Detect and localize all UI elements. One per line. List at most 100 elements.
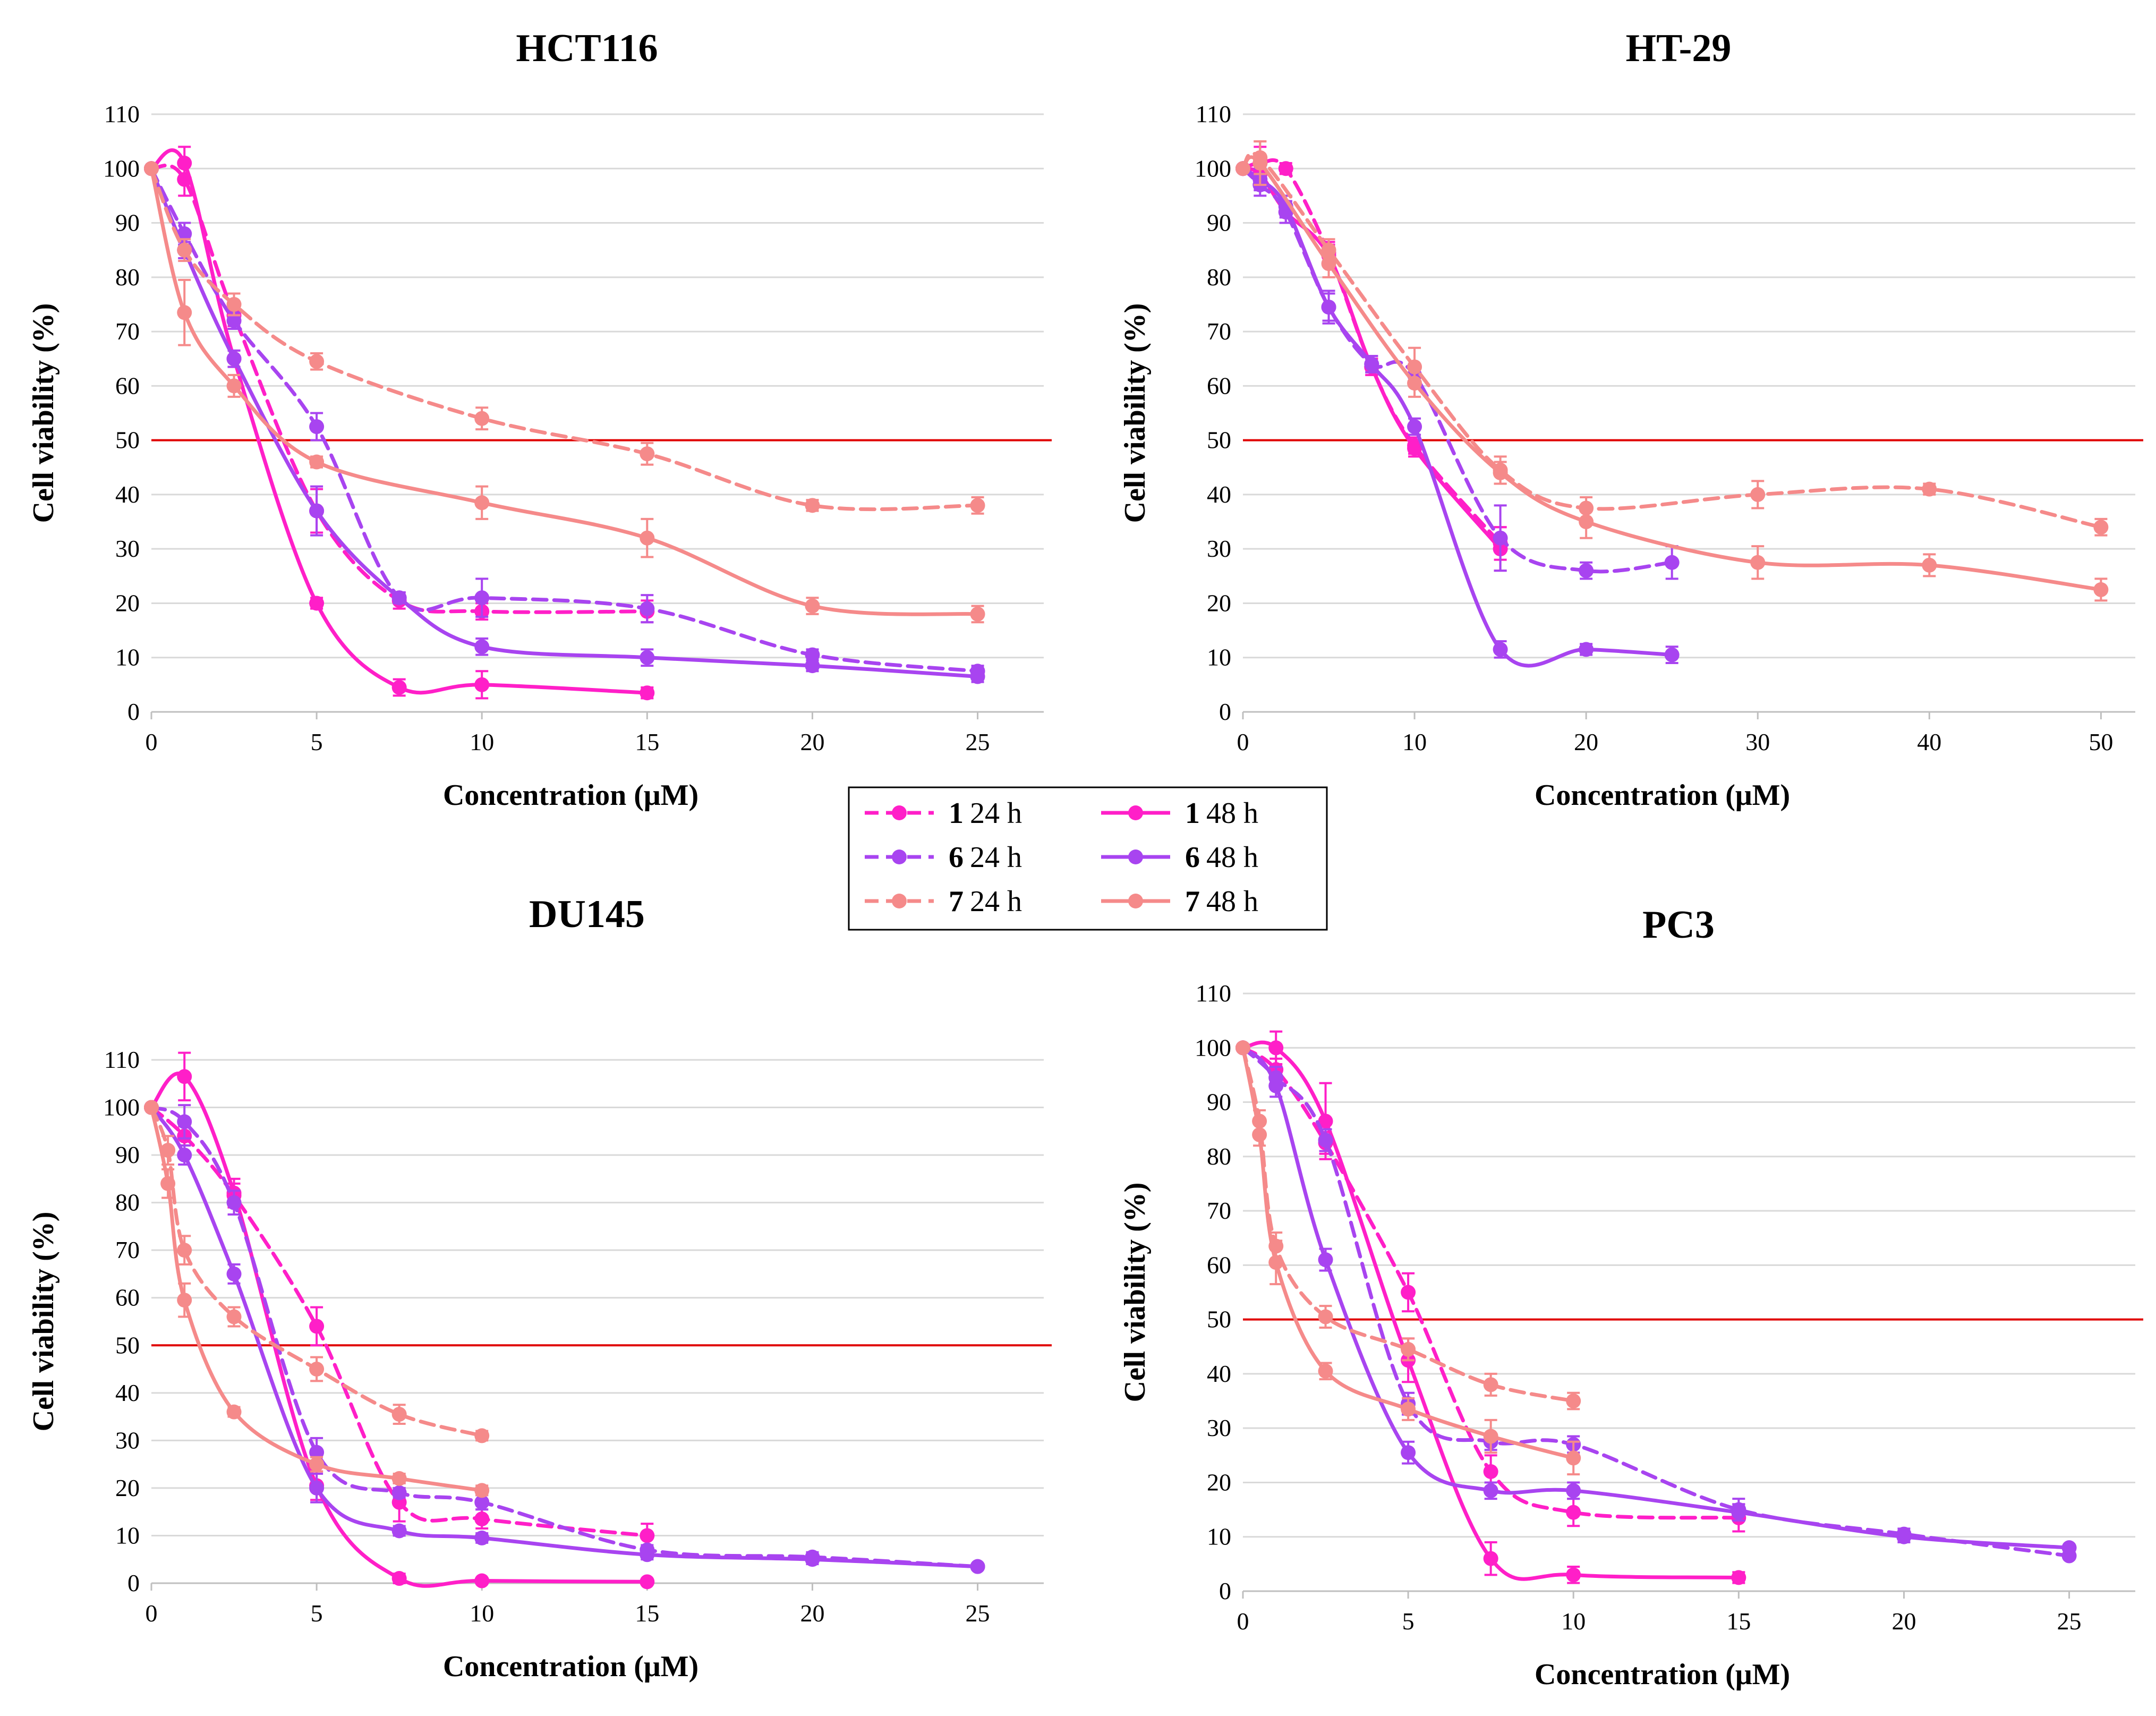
data-point <box>1318 1363 1333 1379</box>
y-tick-label: 80 <box>115 264 140 291</box>
data-point <box>1318 1309 1333 1324</box>
data-point <box>226 351 242 367</box>
data-point <box>309 354 325 369</box>
data-point <box>1922 557 1937 573</box>
x-tick-label: 10 <box>1561 1608 1586 1635</box>
y-tick-label: 10 <box>1207 644 1231 671</box>
y-tick-label: 70 <box>115 1236 140 1263</box>
y-tick-label: 40 <box>1207 481 1231 508</box>
x-tick-label: 10 <box>470 1600 494 1627</box>
legend-marker <box>892 894 907 908</box>
legend-time: 48 h <box>1206 885 1258 918</box>
data-point <box>1401 1401 1416 1417</box>
series-7_24h <box>1235 1040 1581 1411</box>
chart-title: HCT116 <box>516 27 658 70</box>
data-point <box>1407 440 1422 456</box>
data-point <box>1318 1114 1333 1129</box>
y-tick-label: 40 <box>1207 1360 1231 1387</box>
y-tick-label: 20 <box>115 1474 140 1501</box>
data-point <box>177 1148 192 1163</box>
chart-panel-ht29: HT-29 Concentration (μM) Cell viability … <box>1119 27 2143 812</box>
data-point <box>474 677 490 692</box>
data-point <box>1364 356 1379 372</box>
data-point <box>805 498 820 513</box>
series-line <box>149 1106 484 1492</box>
data-point <box>640 1528 655 1543</box>
gridlines <box>1243 992 2135 1538</box>
legend-compound: 7 <box>949 885 964 918</box>
y-tick-label: 0 <box>127 1569 140 1596</box>
data-point <box>1268 1078 1284 1093</box>
legend-entry: 6 48 h <box>1101 841 1258 874</box>
y-tick-label: 70 <box>1207 1197 1231 1224</box>
data-point <box>160 1143 176 1158</box>
y-tick-label: 30 <box>115 535 140 562</box>
data-point <box>309 454 325 470</box>
data-point <box>309 596 325 611</box>
data-point <box>1579 514 1594 530</box>
data-point <box>309 503 325 519</box>
data-point <box>970 1559 985 1574</box>
data-point <box>1401 1341 1416 1357</box>
x-tick-label: 20 <box>1891 1608 1916 1635</box>
legend-label: 7 24 h <box>949 885 1022 918</box>
data-point <box>1483 1464 1498 1479</box>
data-point <box>1731 1505 1746 1520</box>
x-tick-label: 5 <box>311 1600 323 1627</box>
y-tick-label: 80 <box>115 1189 140 1216</box>
data-point <box>1268 1040 1284 1056</box>
series-1_24h <box>1235 146 1508 561</box>
series-6_48h <box>1235 1040 2077 1556</box>
series-6_48h <box>144 1100 985 1574</box>
y-tick-label: 30 <box>1207 535 1231 562</box>
x-tick-label: 25 <box>966 728 990 755</box>
legend-marker <box>892 849 907 864</box>
data-point <box>177 1243 192 1258</box>
legend-marker <box>1128 894 1143 908</box>
gridlines <box>151 1059 1044 1536</box>
series-line <box>149 166 980 678</box>
y-tick-label: 20 <box>1207 1468 1231 1496</box>
y-axis-label: Cell viability (%) <box>1119 1183 1152 1403</box>
data-point <box>640 685 655 701</box>
y-tick-label: 90 <box>1207 1089 1231 1116</box>
y-tick-label: 40 <box>115 481 140 508</box>
x-axis-label: Concentration (μM) <box>443 1650 698 1683</box>
x-tick-label: 25 <box>966 1600 990 1627</box>
x-tick-label: 15 <box>635 728 659 755</box>
data-point <box>1321 256 1336 271</box>
data-point <box>1566 1450 1581 1466</box>
series-7_24h <box>1235 140 2109 537</box>
data-point <box>1235 161 1250 176</box>
series-6_24h <box>1235 1040 2077 1564</box>
data-point <box>970 606 985 622</box>
y-tick-label: 30 <box>115 1426 140 1454</box>
data-point <box>1321 300 1336 315</box>
series-line <box>1241 1046 2072 1550</box>
series-7_48h <box>1235 140 2109 602</box>
data-point <box>1664 555 1680 570</box>
data-point <box>1750 555 1766 570</box>
series-line <box>1241 151 2103 529</box>
y-tick-label: 100 <box>1195 155 1231 182</box>
series-7_24h <box>144 161 985 515</box>
y-tick-label: 50 <box>115 427 140 454</box>
y-tick-label: 50 <box>1207 1306 1231 1333</box>
data-point <box>391 1471 407 1486</box>
x-tick-label: 5 <box>1402 1608 1414 1635</box>
legend-label: 1 48 h <box>1185 797 1258 830</box>
legend-entry: 6 24 h <box>865 841 1022 874</box>
data-point <box>391 1407 407 1422</box>
y-tick-label: 50 <box>1207 427 1231 454</box>
series-line <box>149 1106 484 1438</box>
x-tick-label: 20 <box>800 728 824 755</box>
data-point <box>309 1319 325 1334</box>
data-point <box>1483 1483 1498 1498</box>
series-6_24h <box>144 161 985 679</box>
data-point <box>970 669 985 684</box>
chart-title: PC3 <box>1642 903 1715 947</box>
data-point <box>1579 642 1594 657</box>
x-tick-label: 10 <box>470 728 494 755</box>
y-tick-label: 60 <box>1207 372 1231 399</box>
data-point <box>1664 647 1680 662</box>
